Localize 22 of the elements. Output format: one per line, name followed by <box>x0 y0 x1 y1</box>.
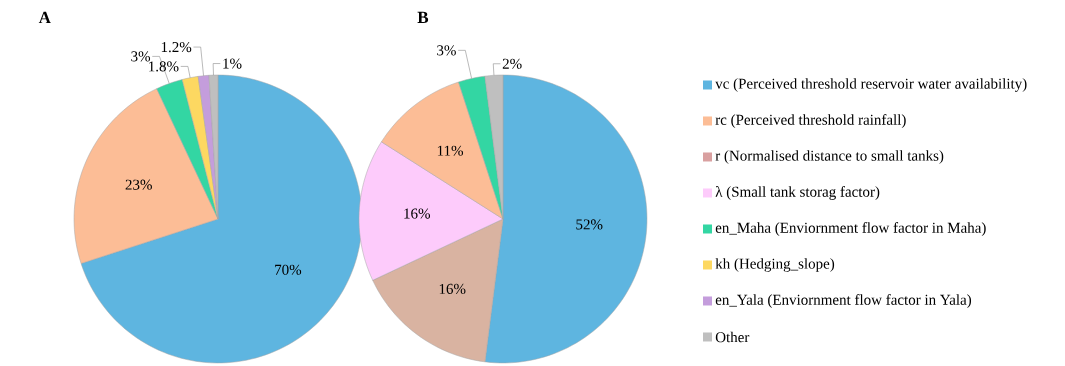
category-label: vc (Perceived threshold reservoir water availability) <box>715 78 1027 92</box>
data-label: 70% <box>275 264 302 275</box>
data-label: 52% <box>576 219 603 230</box>
data-label: 1% <box>223 58 242 69</box>
data-label: 3% <box>437 45 456 56</box>
data-label: 23% <box>125 179 152 190</box>
chart-title: B <box>417 11 429 23</box>
category-label: rc (Perceived threshold rainfall) <box>715 114 906 128</box>
chart-title: A <box>38 11 51 24</box>
data-label: 16% <box>404 208 431 219</box>
category-label: kh (Hedging_slope) <box>715 258 835 272</box>
category-label: en_Maha (Enviornment flow factor in Maha) <box>715 222 986 236</box>
category-label: λ (Small tank storag factor) <box>715 186 880 200</box>
data-label: 1.8% <box>149 61 179 72</box>
data-label: 2% <box>502 58 522 69</box>
category-label: r (Normalised distance to small tanks) <box>715 150 944 164</box>
data-label: 11% <box>437 145 464 156</box>
category-label: Other <box>715 331 750 343</box>
category-label: en_Yala (Enviornment flow factor in Yala) <box>715 294 972 308</box>
data-label: 3% <box>131 51 151 62</box>
data-label: 16% <box>439 283 466 294</box>
data-label: 1.2% <box>161 41 192 53</box>
